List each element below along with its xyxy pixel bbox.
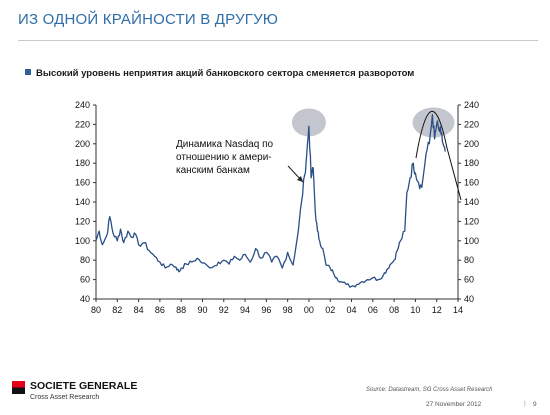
x-tick-label: 80 [91, 305, 101, 315]
y-tick-label-right: 200 [464, 139, 479, 149]
chart-overlay [287, 111, 462, 201]
x-tick-label: 04 [347, 305, 357, 315]
reversal-arc-tail [446, 147, 462, 201]
y-tick-label-right: 180 [464, 158, 479, 168]
page-title: ИЗ ОДНОЙ КРАЙНОСТИ В ДРУГУЮ [18, 11, 279, 28]
arrow-head-icon [297, 176, 303, 182]
brand-name: SOCIETE GENERALE [30, 380, 138, 392]
y-tick-label-right: 140 [464, 197, 479, 207]
y-tick-label-right: 120 [464, 216, 479, 226]
y-tick-label-left: 240 [75, 100, 90, 110]
chart-axes [93, 104, 461, 302]
x-tick-label: 12 [432, 305, 442, 315]
chart-tick-labels: 2402202001801601401201008060402402202001… [75, 100, 479, 315]
y-tick-label-right: 240 [464, 100, 479, 110]
x-tick-label: 02 [325, 305, 335, 315]
reversal-arc [415, 111, 448, 159]
brand-subtitle: Cross Asset Research [30, 394, 100, 401]
x-tick-label: 06 [368, 305, 378, 315]
page-number: 9 [533, 401, 537, 408]
y-tick-label-right: 100 [464, 236, 479, 246]
bullet-square-icon [25, 69, 31, 75]
brand-logo-icon [12, 381, 25, 394]
annotation-line: канским банкам [176, 165, 250, 176]
y-tick-label-left: 160 [75, 178, 90, 188]
series-line [95, 114, 446, 288]
bullet-text: Высокий уровень неприятия акций банковск… [36, 68, 415, 79]
x-tick-label: 10 [410, 305, 420, 315]
x-tick-label: 84 [134, 305, 144, 315]
x-tick-label: 86 [155, 305, 165, 315]
y-tick-label-right: 220 [464, 119, 479, 129]
x-tick-label: 92 [219, 305, 229, 315]
x-tick-label: 08 [389, 305, 399, 315]
y-tick-label-left: 120 [75, 216, 90, 226]
x-tick-label: 14 [453, 305, 463, 315]
report-date: 27 November 2012 [426, 401, 482, 408]
y-tick-label-left: 40 [80, 294, 90, 304]
y-tick-label-left: 60 [80, 275, 90, 285]
x-tick-label: 82 [112, 305, 122, 315]
x-tick-label: 94 [240, 305, 250, 315]
y-tick-label-left: 200 [75, 139, 90, 149]
annotation-line: Динамика Nasdaq по [176, 139, 274, 150]
y-tick-label-right: 80 [464, 255, 474, 265]
y-tick-label-left: 220 [75, 119, 90, 129]
x-tick-label: 90 [197, 305, 207, 315]
annotation-line: отношению к амери- [176, 152, 272, 163]
y-tick-label-left: 100 [75, 236, 90, 246]
y-tick-label-left: 180 [75, 158, 90, 168]
source-note: Source: Datastream, SG Cross Asset Resea… [366, 387, 493, 393]
page-separator: | [524, 400, 526, 407]
x-tick-label: 98 [283, 305, 293, 315]
y-tick-label-left: 80 [80, 255, 90, 265]
bullet-heading: Высокий уровень неприятия акций банковск… [25, 68, 414, 79]
x-tick-label: 00 [304, 305, 314, 315]
peak-highlight-2000 [291, 108, 326, 137]
y-tick-label-right: 40 [464, 294, 474, 304]
chart-annotation: Динамика Nasdaq по отношению к амери-канс… [176, 138, 311, 177]
chart-series [95, 114, 446, 288]
x-tick-label: 96 [261, 305, 271, 315]
y-tick-label-right: 160 [464, 178, 479, 188]
y-tick-label-left: 140 [75, 197, 90, 207]
title-divider [18, 40, 538, 41]
y-tick-label-right: 60 [464, 275, 474, 285]
x-tick-label: 88 [176, 305, 186, 315]
